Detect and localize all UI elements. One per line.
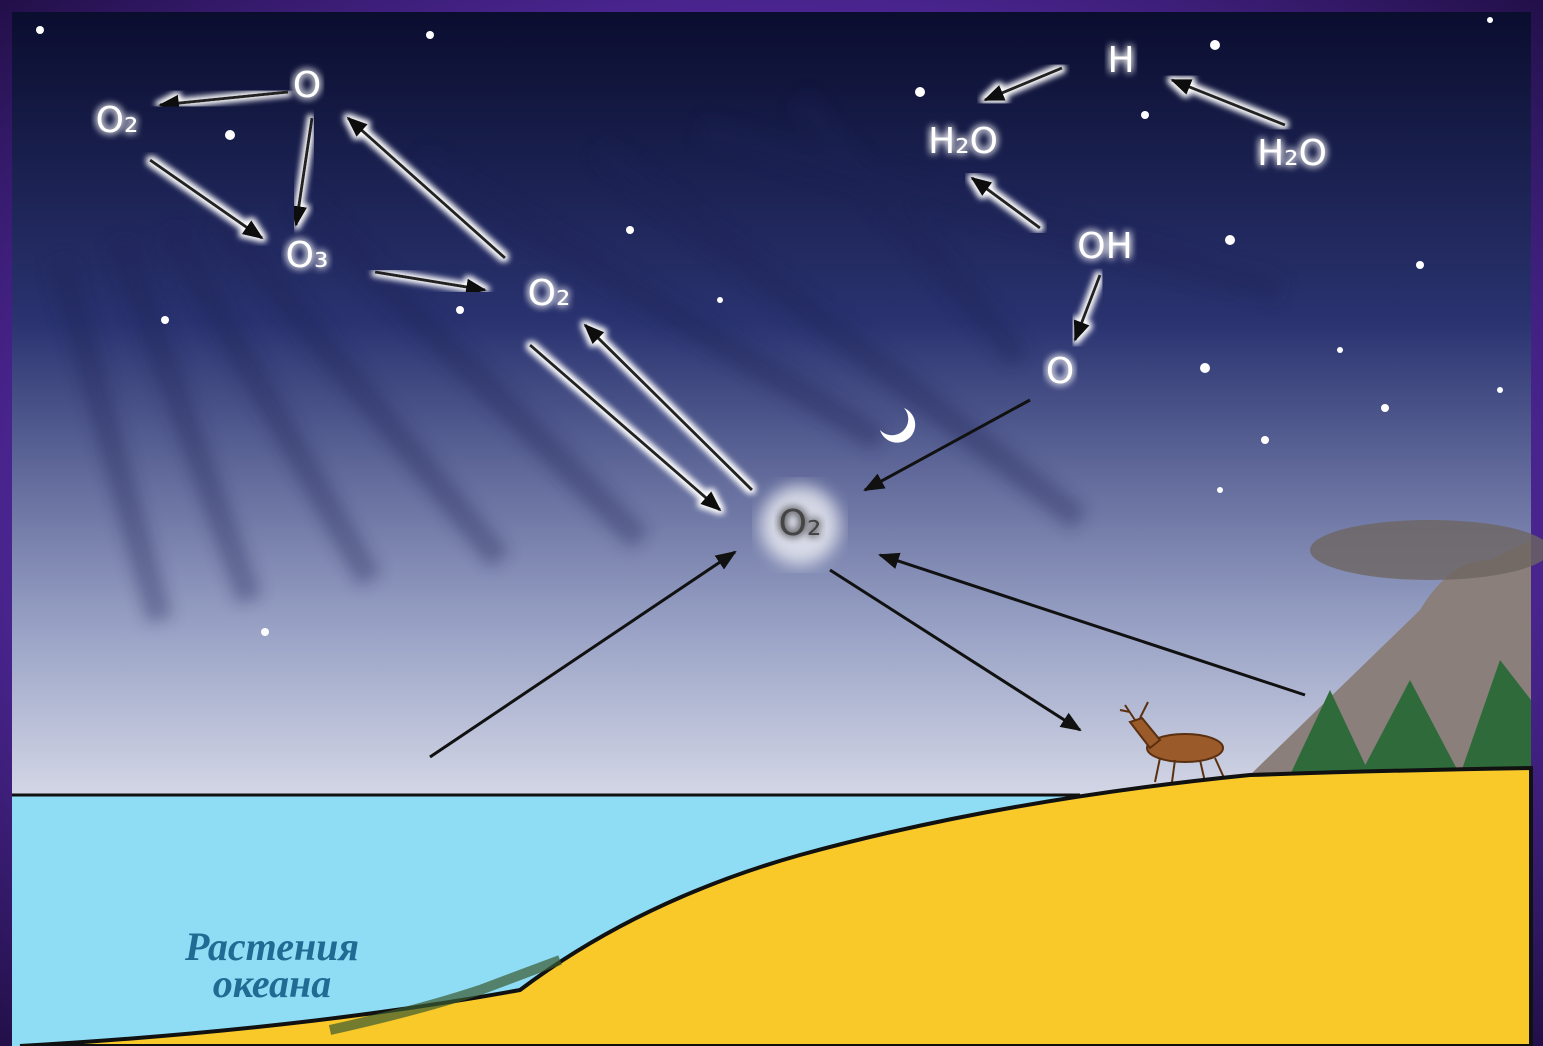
node-label: H₂O [928, 121, 998, 162]
node-label: O₃ [286, 235, 329, 276]
node-label: H [1107, 40, 1134, 81]
smoke [1310, 520, 1543, 580]
node-label: H₂O [1257, 133, 1327, 174]
node-label: O₂ [779, 503, 822, 544]
node-label: OH [1077, 226, 1132, 267]
node-label: O [293, 65, 321, 106]
diagram: O₂ O O₃ O₂ H H₂O H₂O OH O O₂ Растения ок… [0, 0, 1543, 1046]
caption-line: океана [213, 961, 332, 1006]
node-label: O₂ [528, 273, 571, 314]
node-label: O [1046, 351, 1074, 392]
node-label: O₂ [96, 100, 139, 141]
